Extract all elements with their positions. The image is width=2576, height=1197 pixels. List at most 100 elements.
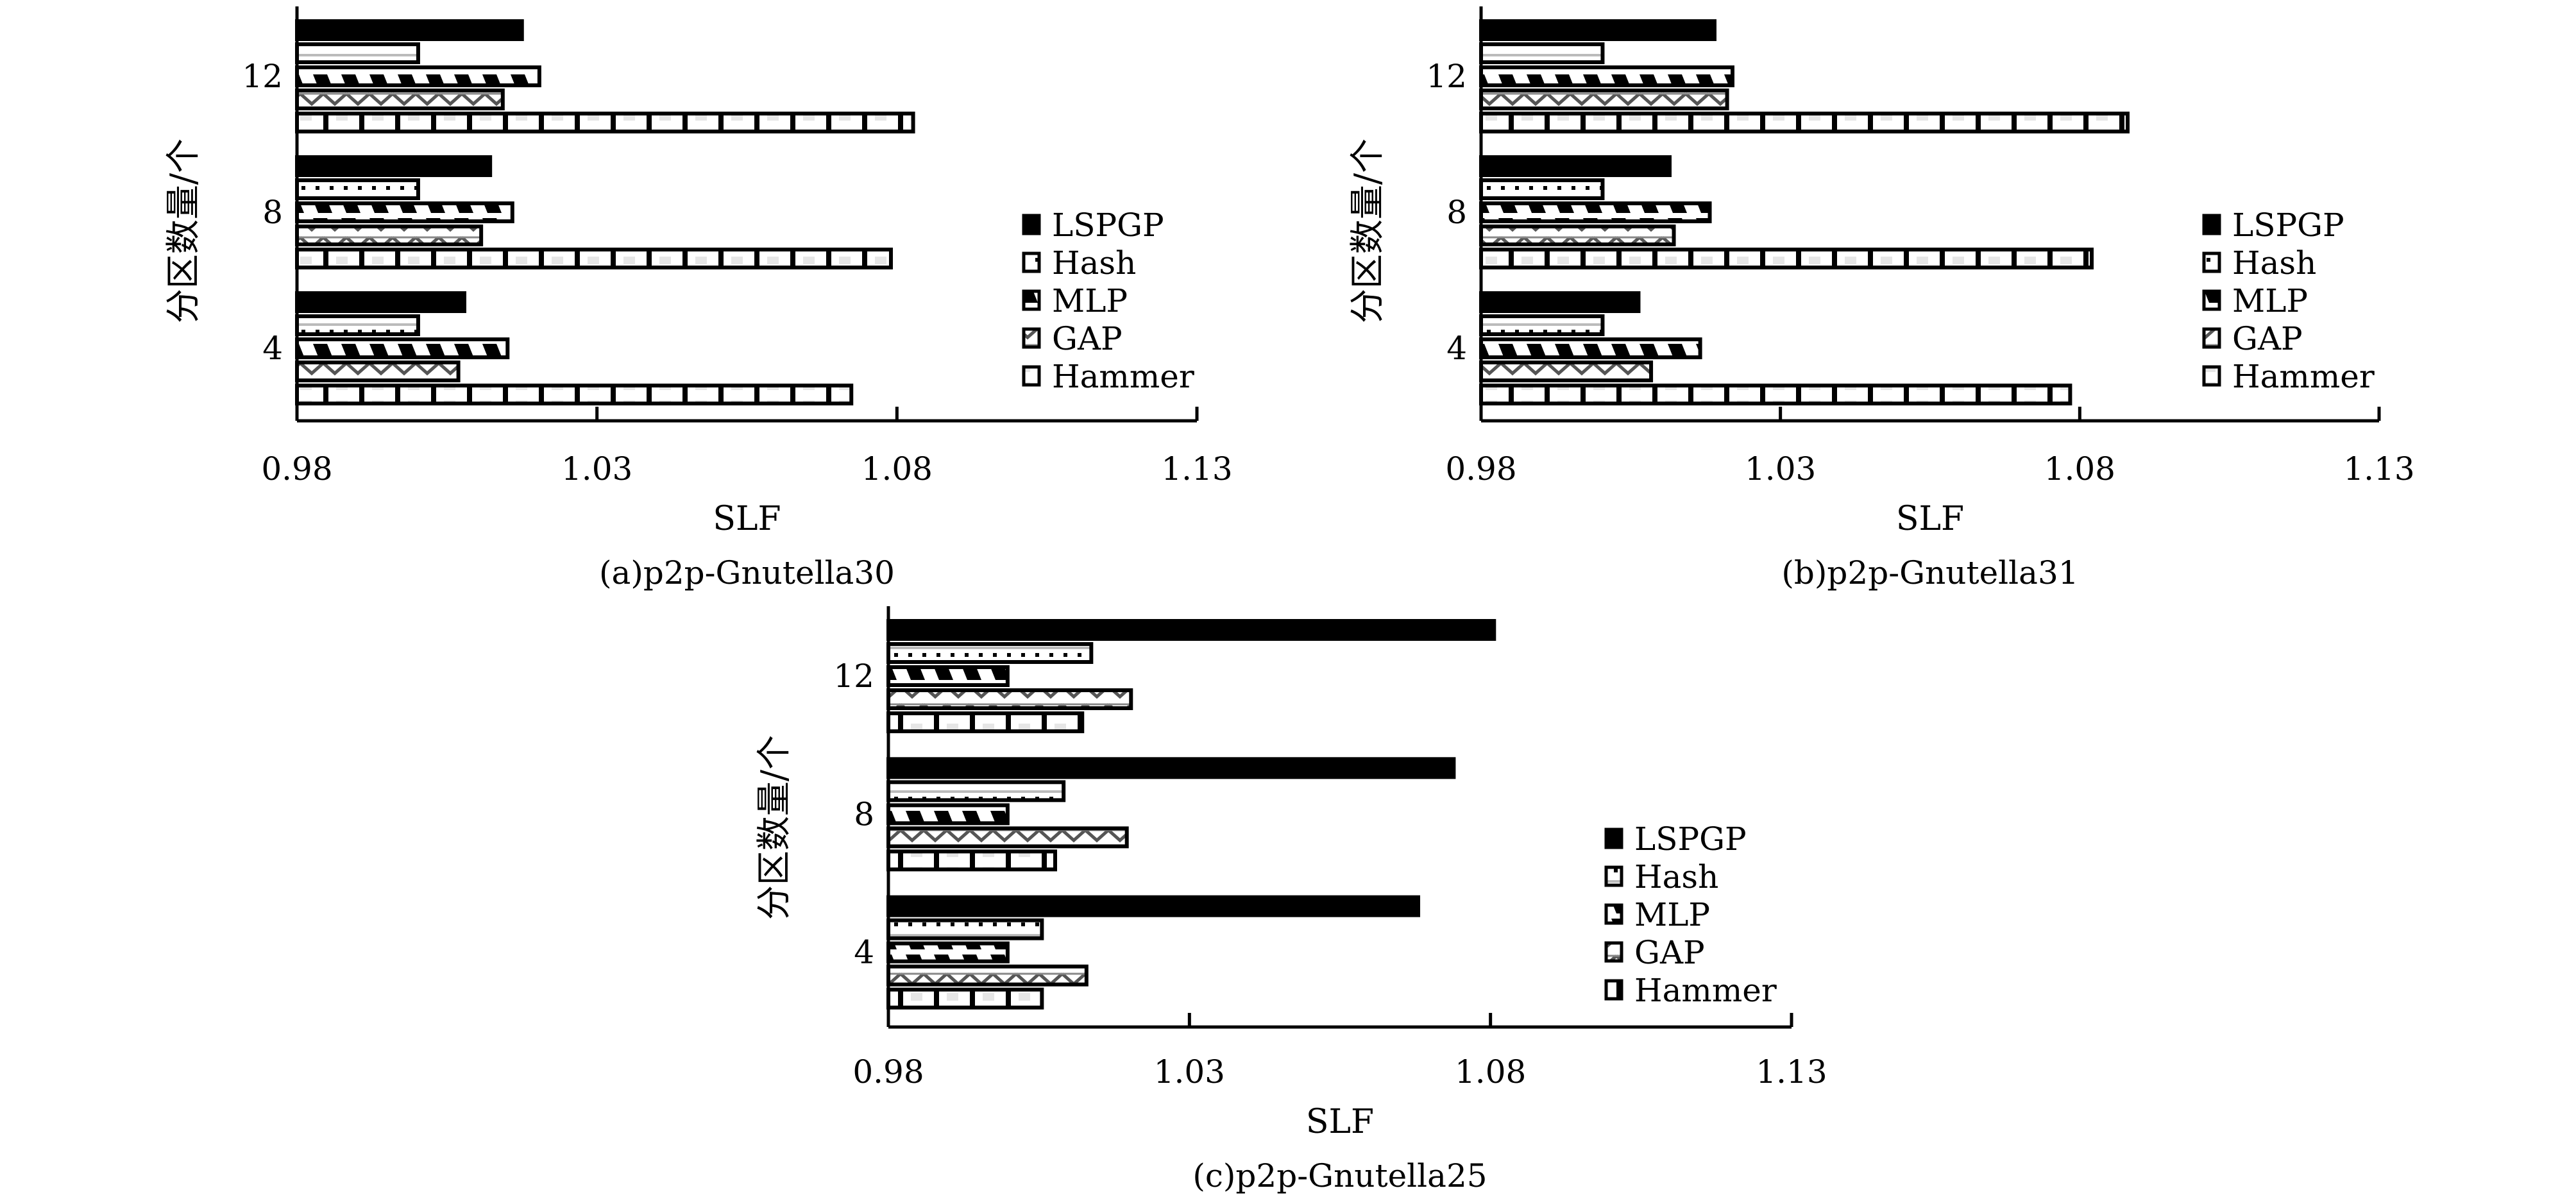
chart-caption: (b)p2p-Gnutella31 bbox=[1781, 554, 2078, 591]
bar-lspgp-4 bbox=[886, 895, 1421, 917]
y-tick-label: 12 bbox=[833, 658, 874, 695]
bar-gap-8 bbox=[1479, 225, 1676, 246]
bar-lspgp-8 bbox=[886, 757, 1456, 779]
legend-swatch-mlp bbox=[1022, 289, 1041, 311]
legend-label-hash: Hash bbox=[2232, 244, 2316, 282]
legend-swatch-gap bbox=[1604, 941, 1623, 963]
bar-lspgp-8 bbox=[295, 155, 493, 177]
bar-hammer-4 bbox=[1479, 384, 2072, 405]
x-tick-label: 1.03 bbox=[1745, 450, 1816, 488]
y-tick-label: 4 bbox=[1446, 330, 1467, 367]
x-axis-title: SLF bbox=[713, 500, 781, 538]
bar-gap-8 bbox=[886, 826, 1129, 849]
bar-hash-12 bbox=[295, 42, 420, 64]
bar-hash-12 bbox=[1479, 42, 1605, 64]
bar-lspgp-12 bbox=[886, 619, 1496, 641]
legend-label-gap: GAP bbox=[2232, 320, 2303, 357]
legend-label-lspgp: LSPGP bbox=[1634, 820, 1747, 858]
bar-hash-4 bbox=[886, 918, 1044, 940]
chart-panel: 12 8 4 0.98 1.03 1.08 1.13 SLF (a)p2p-Gnutella30… bbox=[163, 6, 1233, 591]
bar-gap-8 bbox=[295, 225, 484, 246]
bar-gap-12 bbox=[295, 89, 505, 110]
legend-label-hammer: Hammer bbox=[1052, 358, 1194, 395]
chart-panel: 12 8 4 0.98 1.03 1.08 1.13 SLF (c)p2p-Gnutella25… bbox=[754, 606, 1827, 1194]
x-tick-label: 1.08 bbox=[861, 450, 933, 488]
bar-mlp-8 bbox=[886, 803, 1010, 826]
legend-swatch-hash bbox=[1604, 865, 1623, 887]
y-tick-label: 12 bbox=[242, 58, 283, 95]
x-tick-label: 1.13 bbox=[1161, 450, 1232, 488]
bar-mlp-4 bbox=[886, 941, 1010, 964]
x-tick-label: 1.03 bbox=[1154, 1053, 1225, 1091]
bar-mlp-8 bbox=[1479, 201, 1712, 223]
legend-label-mlp: MLP bbox=[2232, 282, 2308, 319]
bar-gap-4 bbox=[295, 361, 461, 382]
legend-swatch-hammer bbox=[1022, 365, 1041, 387]
bar-hammer-12 bbox=[1479, 112, 2130, 133]
chart-panel: 12 8 4 0.98 1.03 1.08 1.13 SLF (b)p2p-Gnutella31… bbox=[1347, 6, 2415, 591]
x-tick-label: 0.98 bbox=[852, 1053, 924, 1091]
legend-label-hammer: Hammer bbox=[2232, 358, 2375, 395]
bar-lspgp-8 bbox=[1479, 155, 1672, 177]
legend-label-hash: Hash bbox=[1052, 244, 1136, 282]
y-tick-label: 8 bbox=[1446, 194, 1467, 231]
legend-swatch-mlp bbox=[2202, 289, 2221, 311]
bar-hash-8 bbox=[295, 178, 420, 200]
bar-gap-4 bbox=[1479, 361, 1654, 382]
bar-hammer-4 bbox=[295, 384, 854, 405]
x-tick-label: 1.13 bbox=[1756, 1053, 1827, 1091]
legend-label-gap: GAP bbox=[1634, 934, 1705, 971]
bar-mlp-12 bbox=[295, 65, 541, 87]
legend-label-gap: GAP bbox=[1052, 320, 1123, 357]
y-axis-title: 分区数量/个 bbox=[754, 735, 794, 920]
chart-caption: (a)p2p-Gnutella30 bbox=[599, 554, 895, 591]
legend-swatch-gap bbox=[2202, 327, 2221, 349]
y-tick-label: 4 bbox=[262, 330, 283, 367]
legend-label-mlp: MLP bbox=[1634, 896, 1710, 933]
x-axis-title: SLF bbox=[1306, 1103, 1374, 1141]
legend-swatch-gap bbox=[1022, 327, 1041, 349]
y-tick-label: 8 bbox=[854, 795, 874, 833]
x-axis-title: SLF bbox=[1896, 500, 1964, 538]
x-tick-label: 1.13 bbox=[2343, 450, 2414, 488]
bar-hammer-12 bbox=[886, 711, 1085, 733]
x-tick-label: 0.98 bbox=[1445, 450, 1516, 488]
legend-swatch-hammer bbox=[2202, 365, 2221, 387]
x-tick-label: 1.03 bbox=[561, 450, 632, 488]
bar-hammer-8 bbox=[295, 248, 893, 269]
legend-swatch-lspgp bbox=[1604, 828, 1623, 849]
legend-label-lspgp: LSPGP bbox=[2232, 207, 2344, 244]
bar-hammer-4 bbox=[886, 987, 1044, 1010]
bar-hash-4 bbox=[295, 314, 420, 336]
bar-gap-12 bbox=[1479, 89, 1729, 110]
y-tick-label: 4 bbox=[854, 934, 874, 971]
bar-gap-4 bbox=[886, 964, 1089, 987]
legend-swatch-hammer bbox=[1604, 979, 1623, 1001]
bar-hash-8 bbox=[1479, 178, 1605, 200]
legend-swatch-mlp bbox=[1604, 903, 1623, 925]
legend-label-hash: Hash bbox=[1634, 858, 1718, 896]
chart-caption: (c)p2p-Gnutella25 bbox=[1192, 1157, 1487, 1194]
bar-hammer-12 bbox=[295, 112, 915, 133]
bar-mlp-12 bbox=[886, 665, 1010, 687]
bar-mlp-12 bbox=[1479, 65, 1734, 87]
bar-hammer-8 bbox=[886, 849, 1058, 872]
x-tick-label: 1.08 bbox=[1455, 1053, 1526, 1091]
x-tick-label: 0.98 bbox=[261, 450, 332, 488]
y-axis-title: 分区数量/个 bbox=[1347, 139, 1387, 323]
legend-swatch-lspgp bbox=[1022, 214, 1041, 235]
legend-swatch-hash bbox=[1022, 251, 1041, 273]
bar-hash-8 bbox=[886, 780, 1066, 802]
bar-lspgp-12 bbox=[295, 19, 524, 41]
legend-label-lspgp: LSPGP bbox=[1052, 207, 1164, 244]
bar-hash-12 bbox=[886, 642, 1094, 664]
y-tick-label: 12 bbox=[1426, 58, 1467, 95]
bar-gap-12 bbox=[886, 688, 1133, 710]
bar-hammer-8 bbox=[1479, 248, 2094, 269]
legend-label-mlp: MLP bbox=[1052, 282, 1128, 319]
bar-lspgp-4 bbox=[295, 291, 466, 313]
legend-swatch-hash bbox=[2202, 251, 2221, 273]
legend-label-hammer: Hammer bbox=[1634, 972, 1777, 1009]
bar-hash-4 bbox=[1479, 314, 1605, 336]
